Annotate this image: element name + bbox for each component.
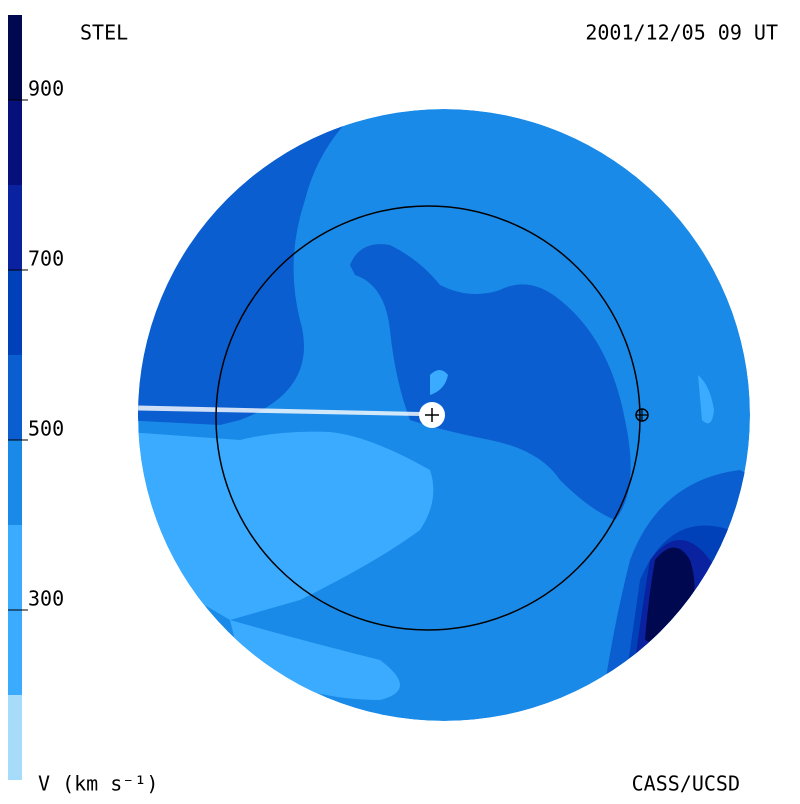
colorbar-band <box>8 100 22 185</box>
colorbar-band <box>8 610 22 695</box>
sun <box>419 402 445 428</box>
chart-title: STEL <box>80 21 128 45</box>
colorbar-band <box>8 525 22 610</box>
colorbar-band <box>8 15 22 100</box>
colorbar-tick-label: 300 <box>28 587 64 611</box>
colorbar-band <box>8 355 22 440</box>
chart-subtitle: 2001/12/05 09 UT <box>585 21 778 45</box>
colorbar-band <box>8 185 22 270</box>
colorbar-band <box>8 270 22 355</box>
credit: CASS/UCSD <box>632 772 740 796</box>
colorbar-tick-label: 700 <box>28 247 64 271</box>
colorbar-tick-label: 500 <box>28 417 64 441</box>
earth-orbit <box>215 205 641 631</box>
colorbar-tick-label: 900 <box>28 77 64 101</box>
colorbar-label: V (km s⁻¹) <box>38 772 158 796</box>
earth <box>635 408 649 422</box>
colorbar-band <box>8 695 22 780</box>
colorbar-band <box>8 440 22 525</box>
